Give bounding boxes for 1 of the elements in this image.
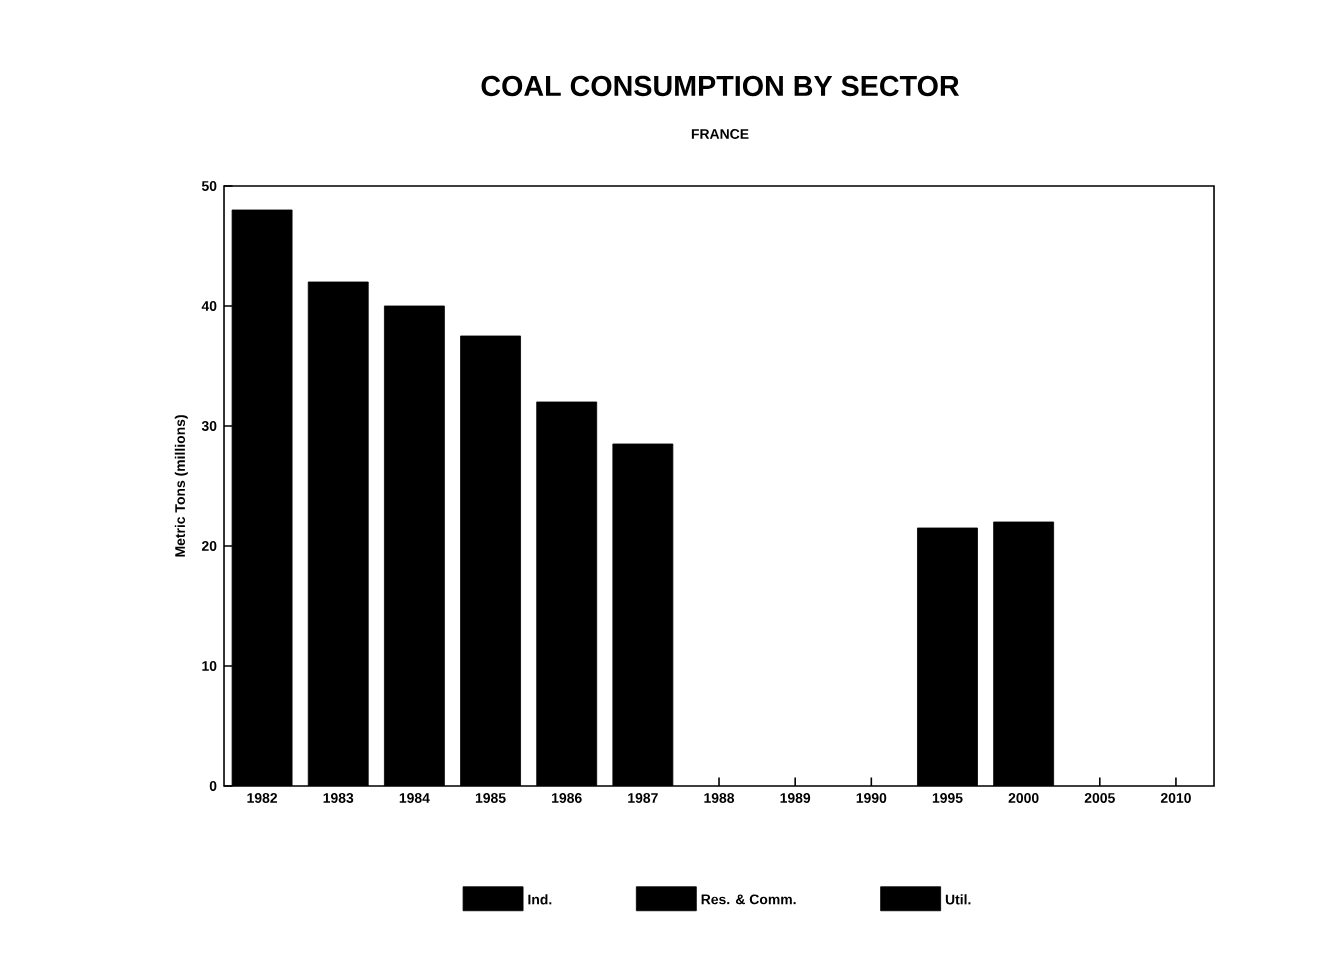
- chart-title: COAL CONSUMPTION BY SECTOR: [481, 75, 960, 97]
